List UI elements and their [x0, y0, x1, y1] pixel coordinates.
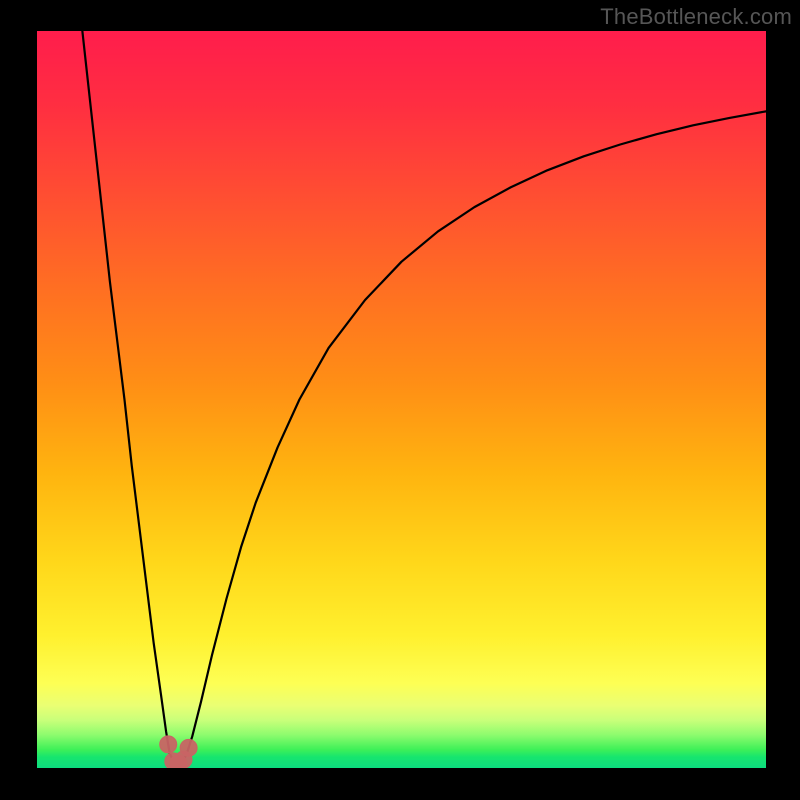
- chart-frame: TheBottleneck.com: [0, 0, 800, 800]
- bottleneck-chart: [0, 0, 800, 800]
- plot-background: [37, 31, 766, 768]
- marker-dot: [160, 736, 177, 753]
- marker-dot: [180, 739, 197, 756]
- watermark-text: TheBottleneck.com: [600, 4, 792, 30]
